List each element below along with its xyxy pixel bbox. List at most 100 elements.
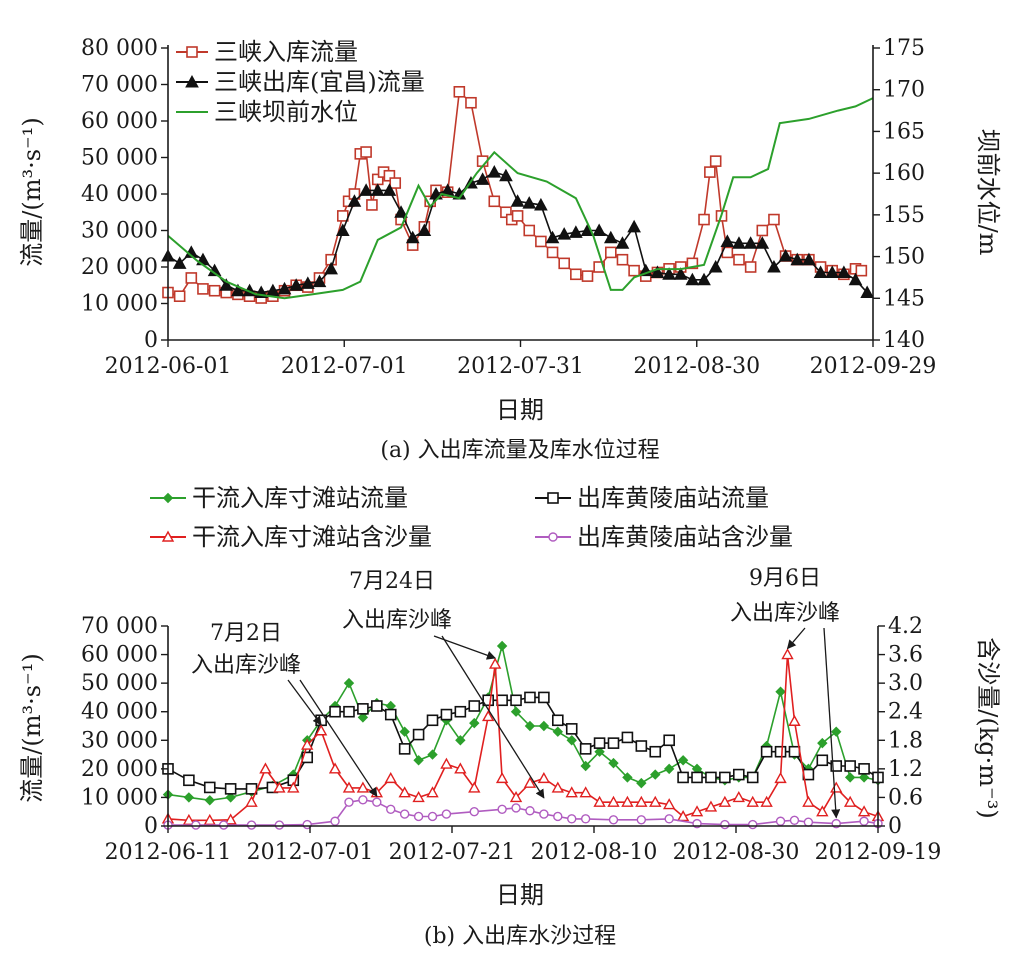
b-data-point-0 bbox=[399, 726, 410, 737]
b-data-point-2 bbox=[579, 786, 592, 798]
a-data-point-0 bbox=[744, 261, 757, 273]
b-y2-axis-label: 含沙量/(kg·m⁻³) bbox=[974, 637, 1002, 818]
b-data-point-1 bbox=[329, 705, 341, 718]
b-annotation-date: 7月24日 bbox=[349, 569, 435, 594]
b-data-point-3 bbox=[720, 819, 730, 830]
a-data-point-1 bbox=[767, 259, 781, 273]
a-legend-marker bbox=[186, 46, 198, 58]
a-data-point-1 bbox=[231, 283, 245, 297]
b-data-point-2 bbox=[857, 805, 871, 817]
a-series-2 bbox=[167, 97, 874, 300]
a-data-point-1 bbox=[312, 274, 327, 288]
b-data-point-2 bbox=[301, 738, 314, 750]
b-data-point-3 bbox=[330, 816, 340, 826]
b-data-point-2 bbox=[342, 781, 356, 793]
b-data-point-2 bbox=[593, 795, 606, 807]
b-data-point-3 bbox=[427, 811, 438, 822]
a-data-point-1 bbox=[534, 197, 548, 211]
a-data-point-1 bbox=[743, 236, 758, 249]
b-data-point-1 bbox=[552, 714, 564, 727]
b-data-point-0 bbox=[858, 772, 870, 783]
a-legend-label: 三峡坝前水位 bbox=[214, 98, 358, 126]
b-data-point-2 bbox=[426, 786, 439, 798]
a-data-point-1 bbox=[359, 183, 373, 196]
b-data-point-2 bbox=[565, 786, 578, 798]
a-data-point-0 bbox=[453, 86, 466, 98]
a-data-point-1 bbox=[335, 223, 350, 236]
b-data-point-0 bbox=[357, 712, 369, 723]
a-data-point-1 bbox=[300, 276, 315, 289]
a-data-point-1 bbox=[662, 267, 676, 280]
b-y2-tick-label: 1.2 bbox=[888, 757, 923, 782]
a-x-axis-label: 日期 bbox=[496, 396, 544, 424]
b-data-point-1 bbox=[203, 781, 216, 794]
b-annotation-text: 入出库沙峰 bbox=[730, 601, 840, 626]
a-y2-axis-label: 坝前水位/m bbox=[974, 129, 1002, 256]
b-data-point-1 bbox=[398, 743, 411, 755]
b-y-tick-label: 40 000 bbox=[81, 700, 158, 725]
b-y-axis-label: 流量/(m³·s⁻¹) bbox=[18, 653, 46, 802]
a-data-point-1 bbox=[172, 256, 187, 269]
b-data-point-2 bbox=[482, 710, 495, 722]
a-caption: (a) 入出库流量及库水位过程 bbox=[380, 438, 659, 463]
b-data-point-1 bbox=[468, 700, 481, 712]
b-data-point-0 bbox=[608, 757, 619, 769]
a-data-point-0 bbox=[383, 169, 396, 182]
b-series-line-1 bbox=[167, 696, 879, 790]
b-y2-tick-label: 2.4 bbox=[888, 700, 923, 725]
b-legend-label: 干流入库寸滩站含沙量 bbox=[192, 523, 432, 551]
b-data-point-2 bbox=[774, 771, 787, 784]
a-x-tick-label: 2012-06-01 bbox=[105, 354, 232, 379]
a-series-1 bbox=[161, 165, 875, 299]
b-data-point-0 bbox=[552, 726, 564, 737]
a-data-point-0 bbox=[535, 235, 547, 248]
b-y2-tick-label: 3.6 bbox=[888, 643, 923, 668]
b-data-point-3 bbox=[748, 819, 758, 830]
a-y-tick-label: 70 000 bbox=[81, 73, 158, 98]
b-data-point-2 bbox=[245, 795, 258, 807]
b-data-point-1 bbox=[607, 737, 620, 749]
b-data-point-1 bbox=[774, 745, 787, 758]
b-annotation-date: 7月2日 bbox=[210, 621, 282, 646]
a-data-point-0 bbox=[197, 283, 209, 295]
b-data-point-2 bbox=[454, 762, 467, 774]
a-data-point-1 bbox=[219, 278, 234, 291]
a-y2-tick-label: 170 bbox=[883, 78, 925, 103]
b-data-point-0 bbox=[538, 720, 550, 732]
b-legend-marker bbox=[548, 532, 558, 542]
b-annotation-text: 入出库沙峰 bbox=[342, 608, 452, 633]
b-data-point-3 bbox=[511, 803, 521, 813]
b-annotation-arrow bbox=[441, 635, 545, 799]
b-data-point-2 bbox=[440, 757, 453, 769]
b-data-point-0 bbox=[413, 755, 424, 766]
a-data-point-1 bbox=[837, 265, 851, 278]
b-y-tick-label: 30 000 bbox=[81, 728, 158, 753]
b-data-point-2 bbox=[781, 648, 794, 660]
b-x-axis-label: 日期 bbox=[496, 881, 544, 909]
b-x-tick-label: 2012-07-21 bbox=[389, 840, 516, 865]
b-data-point-2 bbox=[551, 781, 564, 793]
a-x-tick-label: 2012-08-30 bbox=[633, 354, 760, 379]
b-data-point-1 bbox=[732, 768, 745, 781]
b-data-point-0 bbox=[225, 792, 236, 803]
a-x-tick-label: 2012-09-29 bbox=[810, 354, 937, 379]
a-data-point-1 bbox=[510, 194, 525, 207]
b-annotation-arrow bbox=[433, 635, 497, 660]
a-data-point-1 bbox=[615, 236, 630, 249]
b-x-tick-label: 2012-09-19 bbox=[815, 840, 942, 865]
b-y-tick-label: 20 000 bbox=[81, 757, 158, 782]
a-data-point-1 bbox=[627, 219, 641, 233]
a-data-point-0 bbox=[709, 155, 722, 167]
a-data-point-0 bbox=[500, 206, 512, 219]
b-legend-label: 出库黄陵庙站含沙量 bbox=[577, 523, 793, 551]
b-data-point-2 bbox=[287, 781, 300, 793]
b-data-point-3 bbox=[413, 811, 424, 822]
a-legend-label: 三峡入库流量 bbox=[214, 38, 358, 66]
b-data-point-3 bbox=[859, 816, 869, 826]
b-data-point-2 bbox=[635, 795, 648, 807]
a-data-point-0 bbox=[488, 195, 501, 208]
b-legend-marker bbox=[547, 492, 559, 504]
b-y2-tick-label: 0 bbox=[888, 814, 902, 839]
b-data-point-2 bbox=[607, 795, 620, 807]
